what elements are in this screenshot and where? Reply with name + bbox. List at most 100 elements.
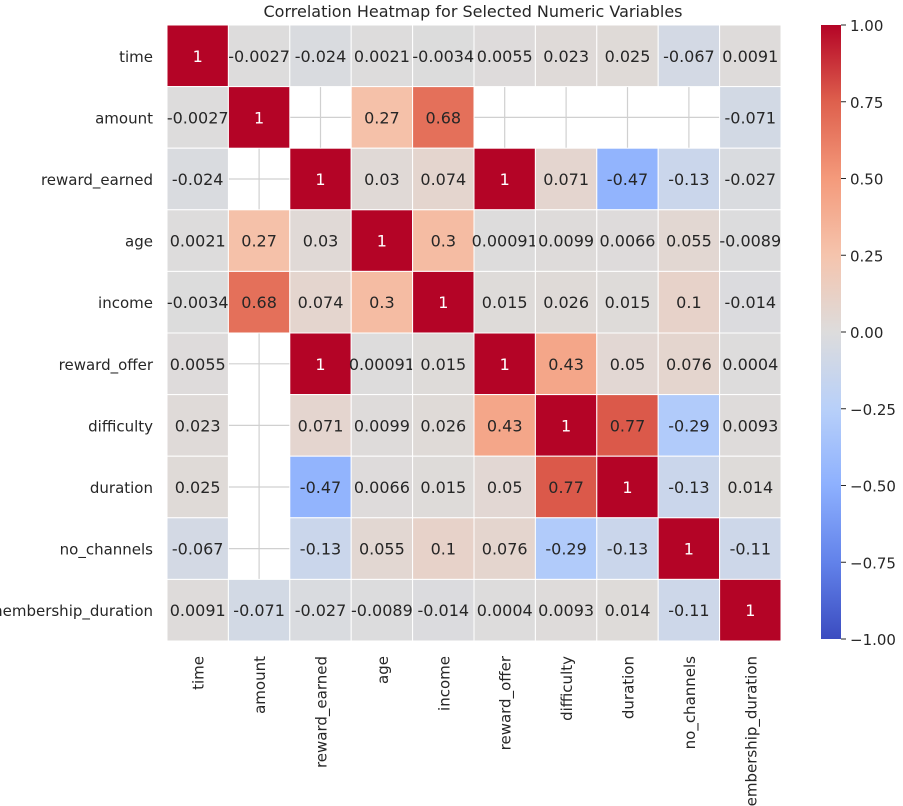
heatmap-cell	[719, 578, 782, 642]
cell-value-label: 1	[500, 170, 510, 189]
cell-value-label: -0.13	[668, 170, 709, 189]
cell-value-label: 0.0091	[722, 47, 778, 66]
heatmap-cell	[719, 394, 782, 457]
cell-value-label: 0.03	[364, 170, 400, 189]
cell-value-label: 0.1	[676, 293, 701, 312]
cell-value-label: -0.47	[607, 170, 648, 189]
cell-value-label: -0.47	[300, 478, 341, 497]
colorbar-tick-label: 0.75	[850, 94, 883, 112]
cell-value-label: 0.025	[175, 478, 221, 497]
cell-value-label: 0.055	[359, 540, 405, 559]
colorbar-tick-label: 1.00	[850, 17, 883, 35]
row-label: time	[119, 48, 153, 66]
row-label: reward_offer	[59, 356, 154, 375]
heatmap-cell	[534, 517, 598, 580]
heatmap-cell	[473, 578, 536, 642]
cell-value-label: -0.0089	[351, 601, 413, 620]
heatmap-cell	[166, 332, 229, 396]
cell-value-label: -0.071	[725, 108, 777, 127]
column-label: time	[190, 656, 208, 690]
column-label: reward_offer	[497, 655, 516, 750]
heatmap-cell	[534, 24, 598, 88]
heatmap-cell	[412, 86, 475, 149]
cell-value-label: 0.015	[420, 478, 466, 497]
heatmap-cell	[719, 86, 782, 149]
cell-value-label: 0.27	[241, 232, 277, 251]
cell-value-label: -0.0027	[228, 47, 290, 66]
cell-value-label: 0.0066	[600, 232, 656, 251]
cell-value-label: 0.03	[303, 232, 339, 251]
heatmap-cell	[657, 394, 721, 457]
heatmap-cell	[657, 517, 721, 580]
column-label: income	[435, 656, 453, 711]
cell-value-label: 0.3	[369, 293, 394, 312]
cell-value-label: 0.015	[605, 293, 651, 312]
cell-value-label: -0.0027	[167, 108, 229, 127]
row-label: age	[125, 233, 153, 251]
heatmap-cell	[289, 270, 352, 334]
cell-value-label: -0.027	[725, 170, 777, 189]
heatmap-cell	[412, 517, 475, 580]
row-label: difficulty	[88, 417, 153, 435]
heatmap-cell	[289, 455, 352, 519]
cell-value-label: 0.1	[431, 540, 456, 559]
cell-value-label: -0.13	[300, 540, 341, 559]
column-label: reward_earned	[313, 656, 332, 768]
colorbar-ticks: 1.00 0.75 0.50 0.25 0.00 −0.25 −0.50 −0.75 −1.00	[841, 17, 896, 649]
cell-value-label: -0.0034	[167, 293, 229, 312]
cell-value-label: -0.29	[545, 540, 586, 559]
row-label: duration	[90, 479, 153, 497]
colorbar-tick-label: −0.25	[850, 401, 896, 419]
cell-value-label: 0.27	[364, 108, 400, 127]
heatmap-cell	[289, 24, 352, 88]
cell-value-label: 0.074	[420, 170, 466, 189]
cell-value-label: 0.05	[487, 478, 523, 497]
heatmap-cell	[350, 147, 414, 211]
row-label: reward_earned	[41, 171, 153, 190]
cell-value-label: 0.076	[666, 355, 712, 374]
cell-value-label: 0.0066	[354, 478, 410, 497]
heatmap-cell	[227, 270, 291, 334]
heatmap-cell	[227, 578, 291, 642]
heatmap-cell	[166, 270, 229, 334]
heatmap-cell	[350, 332, 414, 396]
cell-value-label: 0.076	[482, 540, 528, 559]
cell-value-label: 1	[315, 170, 325, 189]
cell-value-label: 1	[438, 293, 448, 312]
heatmap-cell	[473, 332, 536, 396]
heatmap-cell	[412, 147, 475, 211]
cell-value-label: 0.071	[298, 416, 344, 435]
heatmap-cell	[657, 270, 721, 334]
cell-value-label: -0.024	[295, 47, 347, 66]
column-label: difficulty	[558, 656, 576, 721]
cell-value-label: -0.024	[172, 170, 224, 189]
cell-value-label: 0.77	[548, 478, 584, 497]
cell-value-label: 0.014	[727, 478, 773, 497]
cell-value-label: 0.0091	[170, 601, 226, 620]
cell-value-label: 1	[561, 416, 571, 435]
cell-value-label: 0.071	[543, 170, 589, 189]
heatmap-cell	[412, 578, 475, 642]
colorbar-tick-label: −0.75	[850, 554, 896, 572]
heatmap-cell	[412, 394, 475, 457]
cell-value-label: 0.43	[548, 355, 584, 374]
heatmap-cell	[473, 147, 536, 211]
heatmap-cell	[412, 455, 475, 519]
cell-value-label: -0.071	[233, 601, 285, 620]
heatmap-cell	[657, 147, 721, 211]
cell-value-label: 1	[500, 355, 510, 374]
cell-value-label: 0.0055	[170, 355, 226, 374]
cell-value-label: 0.3	[431, 232, 456, 251]
heatmap-cell	[166, 209, 229, 272]
cell-value-label: 0.00091	[472, 232, 538, 251]
heatmap-cell	[596, 209, 659, 272]
cell-value-label: -0.014	[725, 293, 777, 312]
heatmap-cell	[657, 578, 721, 642]
cell-value-label: 0.0055	[477, 47, 533, 66]
cell-value-label: 0.0004	[477, 601, 533, 620]
cell-value-label: 0.68	[425, 108, 461, 127]
cell-value-label: 0.00091	[349, 355, 415, 374]
heatmap-cell	[227, 86, 291, 149]
cell-value-label: 0.0021	[354, 47, 410, 66]
row-label: no_channels	[60, 541, 154, 560]
